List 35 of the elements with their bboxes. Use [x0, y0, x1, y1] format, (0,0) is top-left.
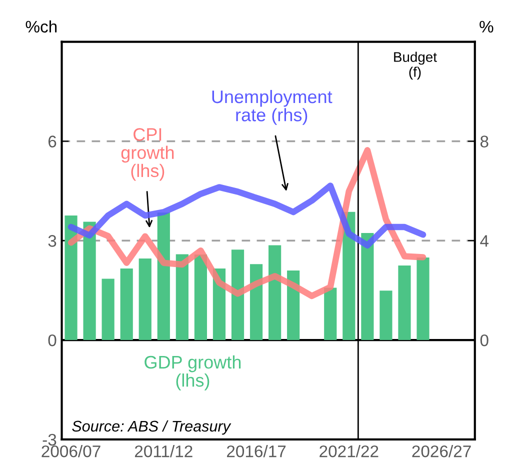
bar — [250, 264, 263, 340]
y-tick-label: 0 — [48, 334, 56, 346]
y2-tick-label: 4 — [480, 235, 489, 247]
x-tick-label: 2021/22 — [320, 445, 378, 458]
bar — [268, 245, 282, 340]
annotation: Source: ABS / Treasury — [72, 420, 232, 435]
bar — [176, 254, 188, 340]
y-tick-label: -3 — [42, 434, 56, 446]
bar — [361, 233, 374, 340]
bar — [83, 222, 96, 340]
y2-axis-title: % — [480, 20, 494, 33]
x-tick-label: 2011/12 — [134, 445, 192, 458]
bar — [231, 250, 244, 340]
y2-tick-label: 8 — [480, 136, 488, 148]
bar — [120, 268, 133, 340]
y-axis-title: %ch — [26, 20, 57, 33]
y2-tick-label: 0 — [480, 334, 488, 346]
bar — [138, 258, 152, 340]
x-tick-label: 2006/07 — [42, 445, 100, 458]
bar — [416, 258, 430, 340]
y-tick-label: 6 — [48, 136, 56, 148]
text: CPI growth (lhs) — [121, 128, 174, 181]
text: Unemployment rate (rhs) — [212, 90, 332, 125]
bar — [380, 290, 392, 340]
bar — [194, 254, 208, 340]
ref-line-label: Budget (f) — [394, 52, 437, 80]
bar — [157, 212, 170, 340]
series-label: GDP growth (lhs) — [144, 355, 241, 390]
x-tick-label: 2026/27 — [412, 445, 471, 458]
bar — [102, 278, 114, 340]
y-tick-label: 3 — [48, 235, 56, 247]
bar — [398, 265, 411, 340]
bar — [64, 215, 78, 340]
bar — [324, 288, 337, 340]
x-tick-label: 2016/17 — [227, 445, 286, 458]
